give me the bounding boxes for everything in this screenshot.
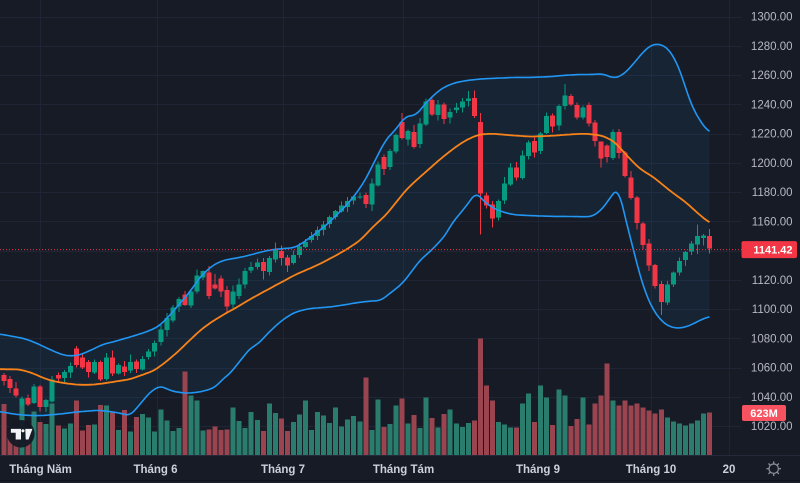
svg-text:1100.00: 1100.00 bbox=[752, 304, 793, 316]
svg-text:623M: 623M bbox=[750, 408, 778, 420]
svg-text:1240.00: 1240.00 bbox=[751, 100, 793, 112]
svg-text:Tháng 9: Tháng 9 bbox=[516, 464, 560, 476]
svg-text:1200.00: 1200.00 bbox=[751, 158, 793, 170]
svg-text:1141.42: 1141.42 bbox=[753, 245, 792, 257]
svg-text:1280.00: 1280.00 bbox=[751, 41, 793, 53]
svg-text:Tháng Tám: Tháng Tám bbox=[373, 464, 434, 476]
svg-text:1180.00: 1180.00 bbox=[752, 187, 793, 199]
svg-text:Tháng 6: Tháng 6 bbox=[133, 464, 177, 476]
svg-text:1220.00: 1220.00 bbox=[751, 129, 793, 141]
svg-text:1160.00: 1160.00 bbox=[752, 216, 793, 228]
svg-text:Tháng 7: Tháng 7 bbox=[261, 464, 305, 476]
svg-text:1080.00: 1080.00 bbox=[751, 333, 793, 345]
svg-text:1120.00: 1120.00 bbox=[752, 275, 793, 287]
svg-text:1260.00: 1260.00 bbox=[751, 70, 793, 82]
svg-text:1060.00: 1060.00 bbox=[751, 363, 793, 375]
svg-text:Tháng 10: Tháng 10 bbox=[626, 464, 676, 476]
svg-text:20: 20 bbox=[723, 464, 736, 476]
svg-text:Tháng Năm: Tháng Năm bbox=[9, 464, 72, 476]
svg-text:1300.00: 1300.00 bbox=[751, 12, 793, 24]
svg-text:1020.00: 1020.00 bbox=[751, 421, 793, 433]
svg-text:1040.00: 1040.00 bbox=[751, 392, 793, 404]
